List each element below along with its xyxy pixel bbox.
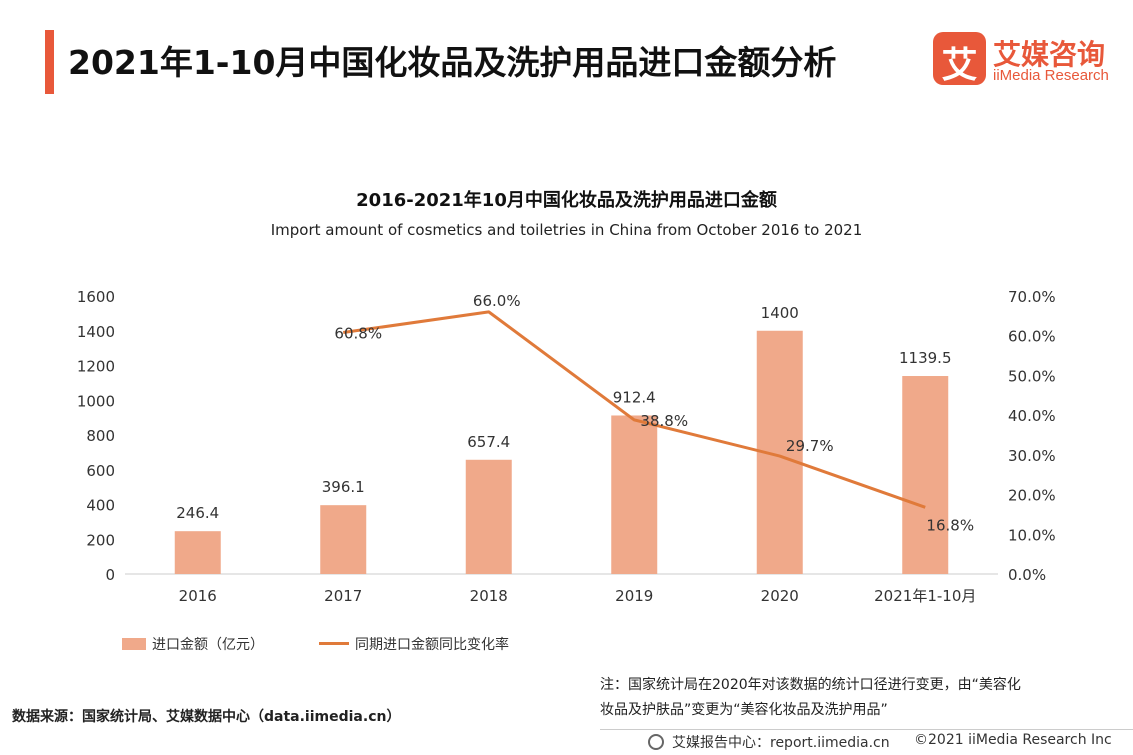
x-tick-label: 2021年1-10月 — [874, 587, 976, 605]
y-left-tick-label: 0 — [105, 566, 115, 584]
y-left-tick-label: 1200 — [77, 358, 115, 376]
footer-report-link[interactable]: 艾媒报告中心：report.iimedia.cn — [672, 735, 890, 751]
y-left-tick-label: 600 — [86, 462, 115, 480]
bar-value-label: 657.4 — [467, 433, 510, 451]
bar-value-label: 396.1 — [322, 478, 365, 496]
logo-mark-glyph: 艾 — [941, 45, 978, 86]
x-tick-label: 2019 — [615, 587, 653, 605]
footer-divider — [600, 729, 1133, 730]
line-value-label: 29.7% — [786, 437, 834, 455]
y-left-tick-label: 1000 — [77, 392, 115, 410]
y-left-tick-label: 200 — [86, 531, 115, 549]
bar — [174, 531, 221, 574]
footer-copyright: ©2021 iiMedia Research Inc — [914, 732, 1112, 748]
line-value-label: 16.8% — [926, 516, 974, 534]
bar-value-label: 1139.5 — [899, 349, 952, 367]
y-right-tick-label: 10.0% — [1008, 526, 1056, 544]
note-line-2: 妆品及护肤品”变更为“美容化妆品及洗护用品” — [600, 702, 888, 718]
chart-title: 2016-2021年10月中国化妆品及洗护用品进口金额 — [356, 190, 777, 211]
y-right-tick-label: 60.0% — [1008, 328, 1056, 346]
brand-logo: 艾 艾媒咨询 iiMedia Research — [933, 32, 1118, 88]
y-left-tick-label: 800 — [86, 427, 115, 445]
data-source: 数据来源：国家统计局、艾媒数据中心（data.iimedia.cn） — [12, 709, 401, 725]
x-tick-label: 2020 — [761, 587, 799, 605]
line-value-label: 66.0% — [473, 292, 521, 310]
legend-bar-swatch — [122, 638, 146, 650]
y-right-tick-label: 70.0% — [1008, 288, 1056, 306]
note-line-1: 注：国家统计局在2020年对该数据的统计口径进行变更，由“美容化 — [600, 677, 1021, 693]
logo-name-cn: 艾媒咨询 — [993, 38, 1106, 71]
x-tick-label: 2016 — [179, 587, 217, 605]
legend-label-import-amount: 进口金额（亿元） — [152, 637, 264, 653]
yoy-rate-line — [343, 310, 926, 509]
y-right-tick-label: 0.0% — [1008, 566, 1046, 584]
y-right-tick-label: 20.0% — [1008, 487, 1056, 505]
page-title: 2021年1-10月中国化妆品及洗护用品进口金额分析 — [68, 43, 837, 82]
y-left-tick-label: 1600 — [77, 288, 115, 306]
report-center-icon — [648, 734, 664, 750]
bar-value-label: 1400 — [761, 304, 799, 322]
legend-line-swatch — [319, 642, 349, 645]
y-right-tick-label: 30.0% — [1008, 447, 1056, 465]
line-value-label: 38.8% — [640, 412, 688, 430]
logo-mark-icon: 艾 — [933, 32, 986, 86]
bar-value-label: 912.4 — [613, 388, 656, 406]
y-left-tick-label: 400 — [86, 497, 115, 515]
title-accent-bar — [45, 30, 54, 94]
bar-value-label: 246.4 — [176, 504, 219, 522]
bar — [465, 459, 512, 574]
legend-label-yoy-rate: 同期进口金额同比变化率 — [355, 637, 509, 653]
y-right-tick-label: 50.0% — [1008, 367, 1056, 385]
bar — [320, 505, 367, 574]
x-tick-label: 2017 — [324, 587, 362, 605]
logo-name-en: iiMedia Research — [993, 67, 1109, 84]
chart-subtitle: Import amount of cosmetics and toiletrie… — [270, 221, 863, 239]
chart-note: 注：国家统计局在2020年对该数据的统计口径进行变更，由“美容化 妆品及护肤品”… — [600, 673, 1100, 723]
bar — [902, 376, 949, 574]
y-left-tick-label: 1400 — [77, 323, 115, 341]
line-value-label: 60.8% — [334, 325, 382, 343]
x-tick-label: 2018 — [470, 587, 508, 605]
bar — [611, 415, 658, 574]
y-right-tick-label: 40.0% — [1008, 407, 1056, 425]
